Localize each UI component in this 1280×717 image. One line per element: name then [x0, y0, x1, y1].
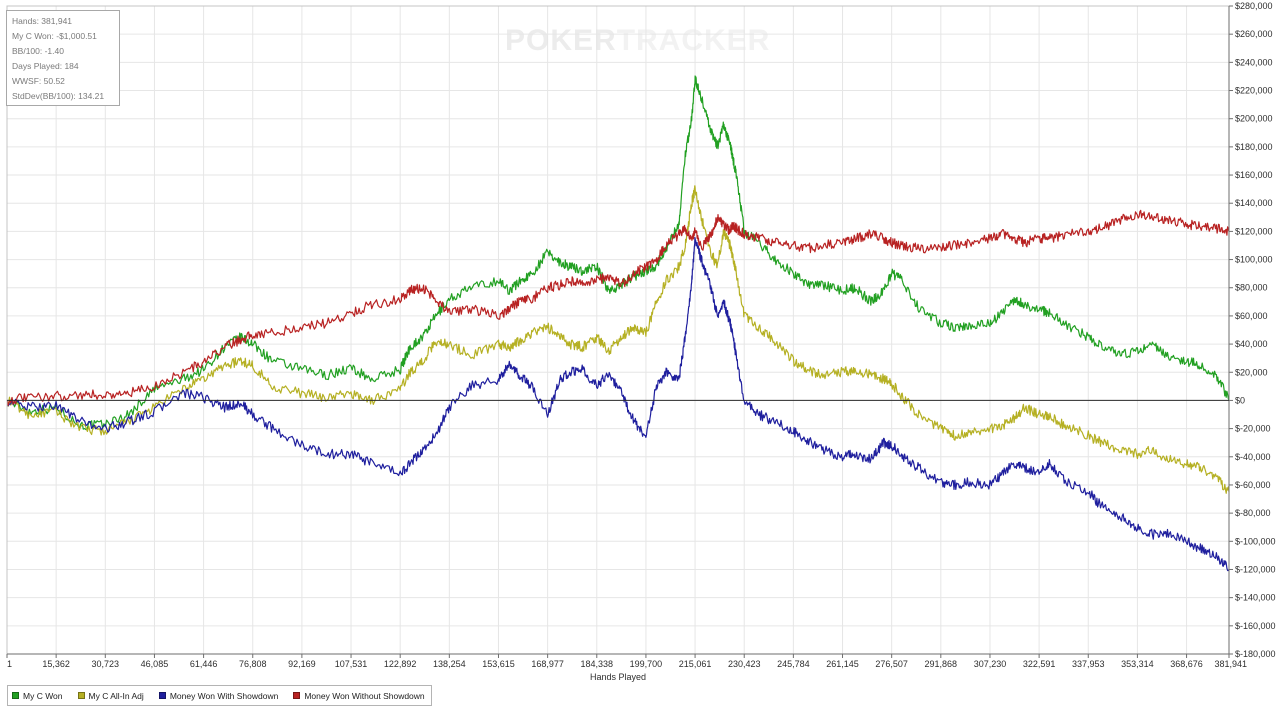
legend-item-my-c-won[interactable]: My C Won [12, 691, 63, 701]
y-tick-label: $40,000 [1235, 339, 1268, 349]
x-tick-label: 1 [7, 659, 12, 669]
legend-item-won-without-showdown[interactable]: Money Won Without Showdown [293, 690, 425, 701]
x-tick-label: 199,700 [630, 659, 663, 669]
x-tick-label: 353,314 [1121, 659, 1154, 669]
x-tick-label: 184,338 [581, 659, 614, 669]
stats-box: Hands: 381,941 My C Won: -$1,000.51 BB/1… [6, 10, 120, 106]
y-tick-label: $280,000 [1235, 1, 1273, 11]
legend-swatch [77, 692, 85, 699]
x-tick-label: 92,169 [288, 659, 316, 669]
stat-bb100: BB/100: -1.40 [12, 46, 64, 56]
x-tick-label: 30,723 [92, 659, 120, 669]
x-tick-label: 368,676 [1170, 659, 1203, 669]
y-tick-label: $-60,000 [1235, 480, 1271, 490]
y-tick-label: $120,000 [1235, 226, 1273, 236]
y-tick-label: $-140,000 [1235, 593, 1276, 603]
y-tick-label: $200,000 [1235, 114, 1273, 124]
legend-swatch [293, 692, 301, 699]
grid-lines [6, 5, 1230, 655]
x-tick-label: 245,784 [777, 659, 810, 669]
plot-frame [6, 5, 1230, 655]
x-tick-label: 15,362 [42, 659, 70, 669]
stat-hands: Hands: 381,941 [12, 16, 73, 26]
y-tick-label: $-160,000 [1235, 621, 1276, 631]
y-tick-label: $-20,000 [1235, 424, 1271, 434]
x-tick-label: 215,061 [679, 659, 712, 669]
y-tick-label: $-120,000 [1235, 564, 1276, 574]
legend-swatch [158, 692, 166, 699]
x-tick-label: 276,507 [875, 659, 908, 669]
y-tick-label: $80,000 [1235, 283, 1268, 293]
y-tick-label: $-80,000 [1235, 508, 1271, 518]
stat-won: My C Won: -$1,000.51 [12, 31, 97, 41]
x-axis-title: Hands Played [590, 672, 646, 682]
x-tick-label: 381,941 [1214, 659, 1247, 669]
legend-label: Money Won Without Showdown [304, 690, 425, 701]
legend-label: Money Won With Showdown [169, 690, 279, 701]
series-line-my-c-all-in-adj [6, 185, 1230, 494]
y-tick-label: $100,000 [1235, 255, 1273, 265]
x-tick-label: 153,615 [482, 659, 515, 669]
x-tick-label: 46,085 [141, 659, 169, 669]
y-tick-label: $-100,000 [1235, 536, 1276, 546]
x-tick-label: 322,591 [1023, 659, 1056, 669]
legend-label: My C Won [23, 690, 63, 701]
series-line-my-c-won [6, 75, 1230, 431]
y-tick-label: $240,000 [1235, 57, 1273, 67]
y-tick-label: $160,000 [1235, 170, 1273, 180]
legend-label: My C All-In Adj [88, 690, 144, 701]
y-tick-label: $20,000 [1235, 367, 1268, 377]
y-tick-label: $180,000 [1235, 142, 1273, 152]
y-tick-label: $60,000 [1235, 311, 1268, 321]
x-tick-label: 122,892 [384, 659, 417, 669]
y-tick-label: $260,000 [1235, 29, 1273, 39]
legend-item-all-in-adj[interactable]: My C All-In Adj [77, 690, 144, 701]
y-tick-label: $0 [1235, 395, 1245, 405]
x-tick-label: 107,531 [335, 659, 368, 669]
y-tick-label: $-40,000 [1235, 452, 1271, 462]
stat-wwsf: WWSF: 50.52 [12, 76, 65, 86]
stat-days-played: Days Played: 184 [12, 61, 79, 71]
series-line-money-won-with-showdown [6, 236, 1230, 572]
x-tick-label: 307,230 [974, 659, 1007, 669]
legend-swatch [12, 692, 19, 699]
x-tick-label: 168,977 [531, 659, 564, 669]
axes: 1 15,362 30,723 46,085 61,446 76,808 92,169 107… [6, 1, 1276, 682]
legend-item-won-with-showdown[interactable]: Money Won With Showdown [158, 690, 279, 701]
x-tick-label: 230,423 [728, 659, 761, 669]
chart-legend: My C Won My C All-In Adj Money Won With … [7, 685, 432, 706]
x-tick-label: 61,446 [190, 659, 218, 669]
x-tick-label: 138,254 [433, 659, 466, 669]
y-tick-label: $220,000 [1235, 86, 1273, 96]
y-tick-label: $-180,000 [1235, 649, 1276, 659]
series-lines [6, 75, 1230, 572]
x-tick-label: 337,953 [1072, 659, 1105, 669]
y-tick-label: $140,000 [1235, 198, 1273, 208]
x-tick-label: 76,808 [239, 659, 267, 669]
stat-stddev: StdDev(BB/100): 134.21 [12, 91, 105, 101]
x-tick-label: 291,868 [925, 659, 958, 669]
series-line-money-won-without-showdown [6, 209, 1230, 406]
x-tick-label: 261,145 [826, 659, 859, 669]
